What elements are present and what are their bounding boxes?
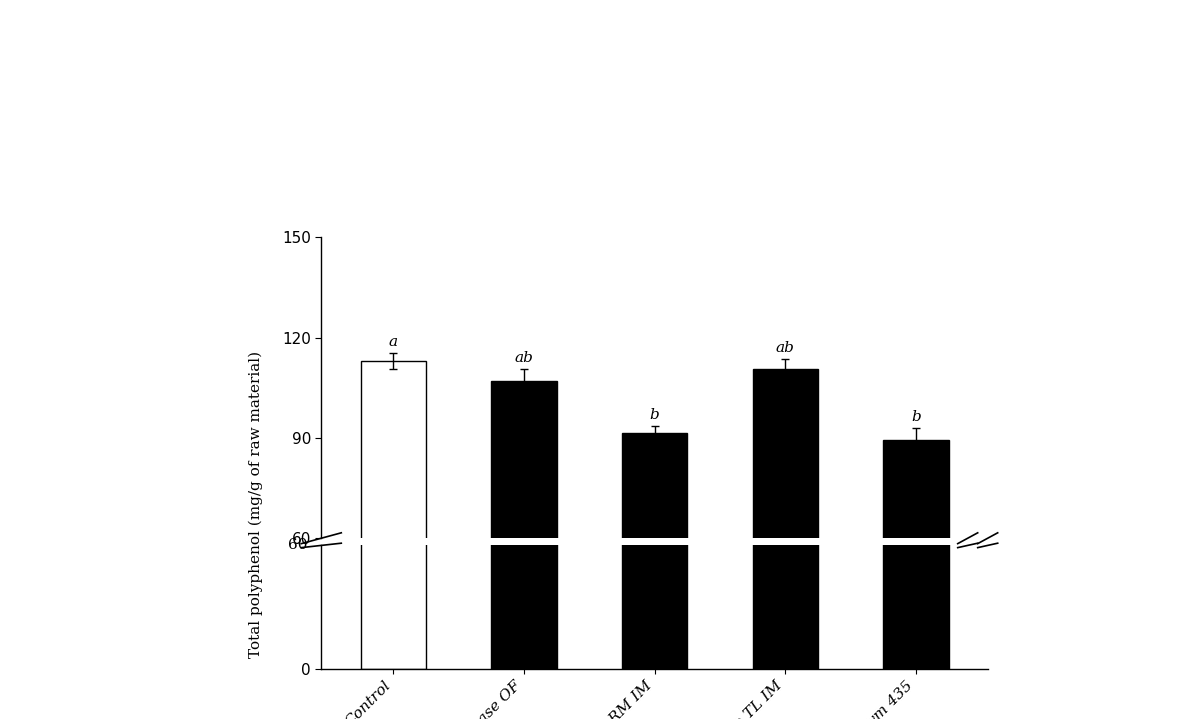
Bar — [361, 361, 426, 719]
Text: 60: 60 — [288, 539, 308, 552]
Text: Total polyphenol (mg/g of raw material): Total polyphenol (mg/g of raw material) — [249, 351, 263, 659]
Bar — [622, 433, 687, 719]
Text: b: b — [650, 408, 659, 422]
Bar — [752, 430, 818, 669]
Text: a: a — [389, 334, 397, 349]
Text: ab: ab — [776, 342, 795, 355]
Bar — [883, 439, 948, 719]
Bar — [622, 471, 687, 669]
Bar — [491, 381, 557, 719]
Bar — [883, 475, 948, 669]
Bar — [491, 437, 557, 669]
Bar — [752, 370, 818, 719]
Bar — [361, 424, 426, 669]
Text: b: b — [912, 410, 921, 424]
Text: ab: ab — [514, 352, 533, 365]
